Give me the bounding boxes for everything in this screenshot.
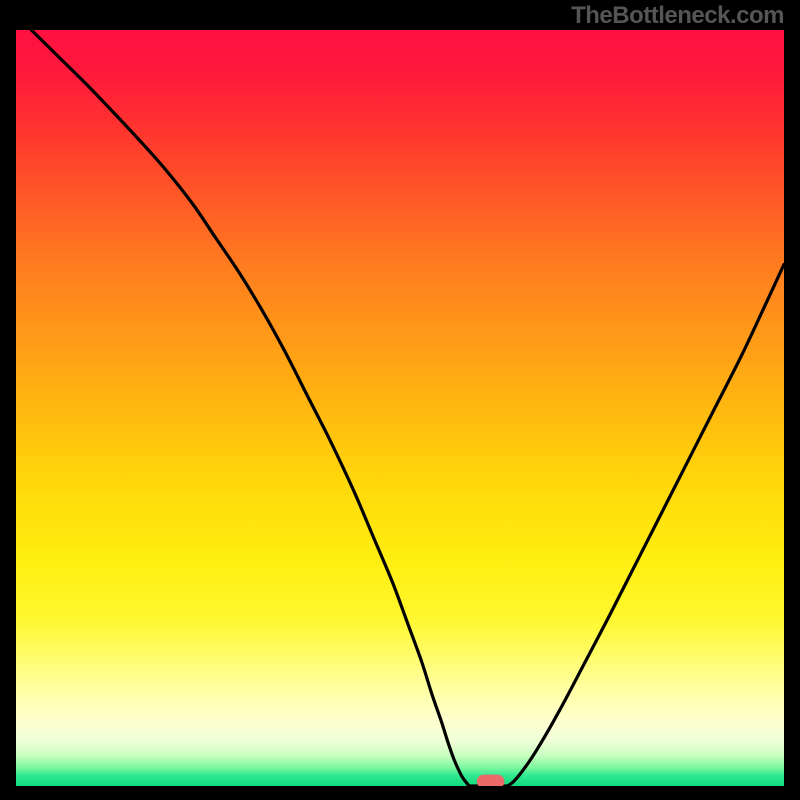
optimal-marker (477, 775, 505, 786)
right-curve (508, 264, 784, 786)
bottleneck-curve-overlay (16, 30, 784, 786)
left-curve (31, 30, 469, 786)
attribution-text: TheBottleneck.com (571, 2, 784, 30)
outer-frame: TheBottleneck.com (0, 0, 800, 800)
